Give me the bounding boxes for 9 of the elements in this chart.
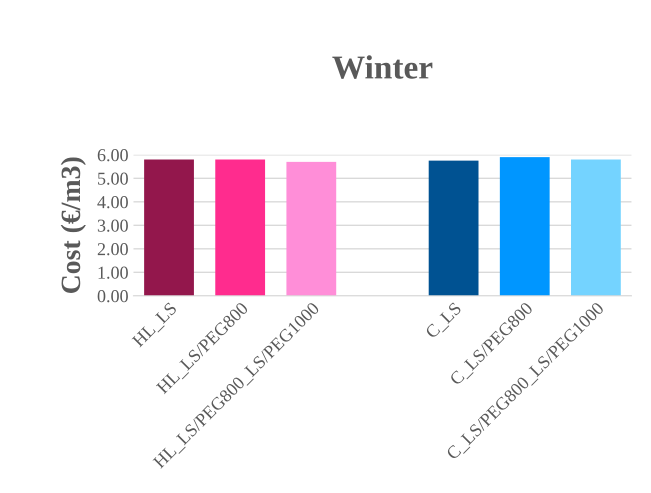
y-tick-label: 5.00 <box>98 172 128 185</box>
y-tick-label: 0.00 <box>98 290 128 302</box>
chart-title: Winter <box>332 55 432 79</box>
y-tick-label: 3.00 <box>98 220 128 232</box>
y-tick-label: 1.00 <box>98 266 128 279</box>
y-tick-label: 2.00 <box>98 243 128 256</box>
y-axis-title: Cost (€/m3) <box>60 157 86 293</box>
y-tick-label: 4.00 <box>97 196 128 208</box>
y-tick-label: 6.00 <box>98 149 128 162</box>
